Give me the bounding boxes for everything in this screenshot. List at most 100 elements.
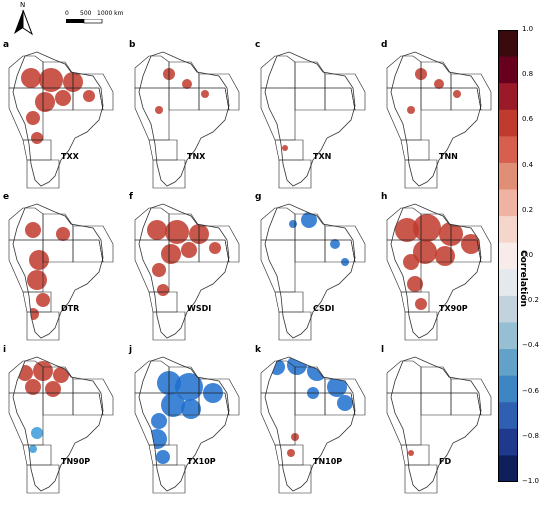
map-e (8, 203, 114, 341)
map-panel-c: c TXN (255, 40, 373, 190)
correlation-patch (31, 132, 43, 144)
panel-letter: l (381, 345, 385, 355)
colorbar-segment (498, 242, 518, 270)
region-boundary (278, 464, 312, 494)
region-boundary (152, 311, 186, 341)
correlation-patch (282, 145, 288, 151)
correlation-patch (181, 242, 197, 258)
correlation-patch (25, 222, 41, 238)
region-boundary (72, 392, 104, 416)
correlation-patch (408, 450, 414, 456)
panel-letter: d (381, 40, 388, 50)
correlation-patch (17, 365, 33, 381)
region-boundary (198, 392, 230, 416)
coastline (264, 356, 356, 492)
map-l (386, 356, 492, 494)
correlation-patch (147, 429, 167, 449)
panel-index-label: TX90P (439, 304, 468, 313)
coastline (390, 203, 482, 339)
compass-label: N (20, 1, 26, 9)
correlation-patch (29, 250, 49, 270)
scale-bar: 0 500 1000 km (60, 10, 140, 30)
colorbar-segment (498, 349, 518, 377)
region-boundary (450, 87, 482, 111)
correlation-patch (201, 90, 209, 98)
correlation-patch (35, 92, 55, 112)
correlation-patch (45, 381, 61, 397)
correlation-patch (53, 367, 69, 383)
panel-letter: b (129, 40, 136, 50)
region-boundary (450, 239, 482, 263)
region-boundary (152, 159, 186, 189)
coastline (12, 356, 104, 492)
region-boundary (72, 239, 104, 263)
region-boundary (26, 464, 60, 494)
correlation-patch (151, 413, 167, 429)
correlation-patch (287, 357, 307, 375)
region-boundary (450, 392, 482, 416)
region-boundary (420, 392, 452, 416)
region-boundary (72, 87, 104, 111)
correlation-patch (301, 212, 317, 228)
region-boundary (42, 392, 74, 416)
panel-index-label: TNN (439, 152, 458, 161)
panel-index-label: FD (439, 457, 452, 466)
correlation-patch (182, 79, 192, 89)
region-boundary (260, 55, 296, 89)
map-g (260, 203, 366, 341)
colorbar-tick-label: 0.6 (522, 115, 534, 124)
panel-index-label: TX10P (187, 457, 216, 466)
region-boundary (404, 311, 438, 341)
map-k (260, 356, 366, 494)
correlation-patch (395, 218, 419, 242)
correlation-patch (337, 395, 353, 411)
colorbar-tick-label: −0.4 (522, 341, 539, 350)
correlation-patch (29, 445, 37, 453)
correlation-patch (413, 240, 437, 264)
correlation-patch (26, 111, 40, 125)
map-j (134, 356, 240, 494)
panel-index-label: TN90P (61, 457, 91, 466)
map-panel-f: f WSDI (129, 192, 247, 342)
map-panel-d: d TNN (381, 40, 499, 190)
correlation-patch (36, 293, 50, 307)
map-panel-l: l FD (381, 345, 499, 495)
coastline (138, 203, 230, 339)
region-boundary (400, 444, 430, 466)
region-boundary (22, 444, 52, 466)
colorbar-tick-label: 0.8 (522, 70, 534, 79)
panel-letter: g (255, 192, 262, 202)
correlation-patch (25, 379, 41, 395)
region-boundary (274, 291, 304, 313)
coastline (264, 203, 356, 339)
panel-letter: i (3, 345, 7, 355)
region-boundary (26, 311, 60, 341)
region-boundary (148, 139, 178, 161)
scale-tick-1: 500 (80, 10, 92, 17)
region-boundary (198, 239, 230, 263)
region-boundary (400, 139, 430, 161)
region-boundary (404, 159, 438, 189)
region-boundary (420, 366, 452, 394)
scale-tick-2: 1000 km (97, 10, 124, 17)
correlation-patch (155, 106, 163, 114)
region-boundary (152, 464, 186, 494)
correlation-patch (175, 373, 203, 401)
correlation-patch (161, 244, 181, 264)
correlation-patch (287, 449, 295, 457)
colorbar-segment (498, 83, 518, 111)
correlation-patch (83, 90, 95, 102)
correlation-patch (461, 234, 481, 254)
colorbar-segment (498, 162, 518, 191)
colorbar-segment (498, 56, 518, 84)
region-boundary (26, 159, 60, 189)
panel-letter: h (381, 192, 388, 202)
correlation-patch (31, 427, 43, 439)
region-boundary (294, 61, 326, 89)
coastline (12, 203, 104, 339)
region-boundary (72, 378, 114, 416)
correlation-patch (407, 106, 415, 114)
region-boundary (404, 464, 438, 494)
region-boundary (420, 87, 452, 111)
panel-index-label: TXN (313, 152, 332, 161)
